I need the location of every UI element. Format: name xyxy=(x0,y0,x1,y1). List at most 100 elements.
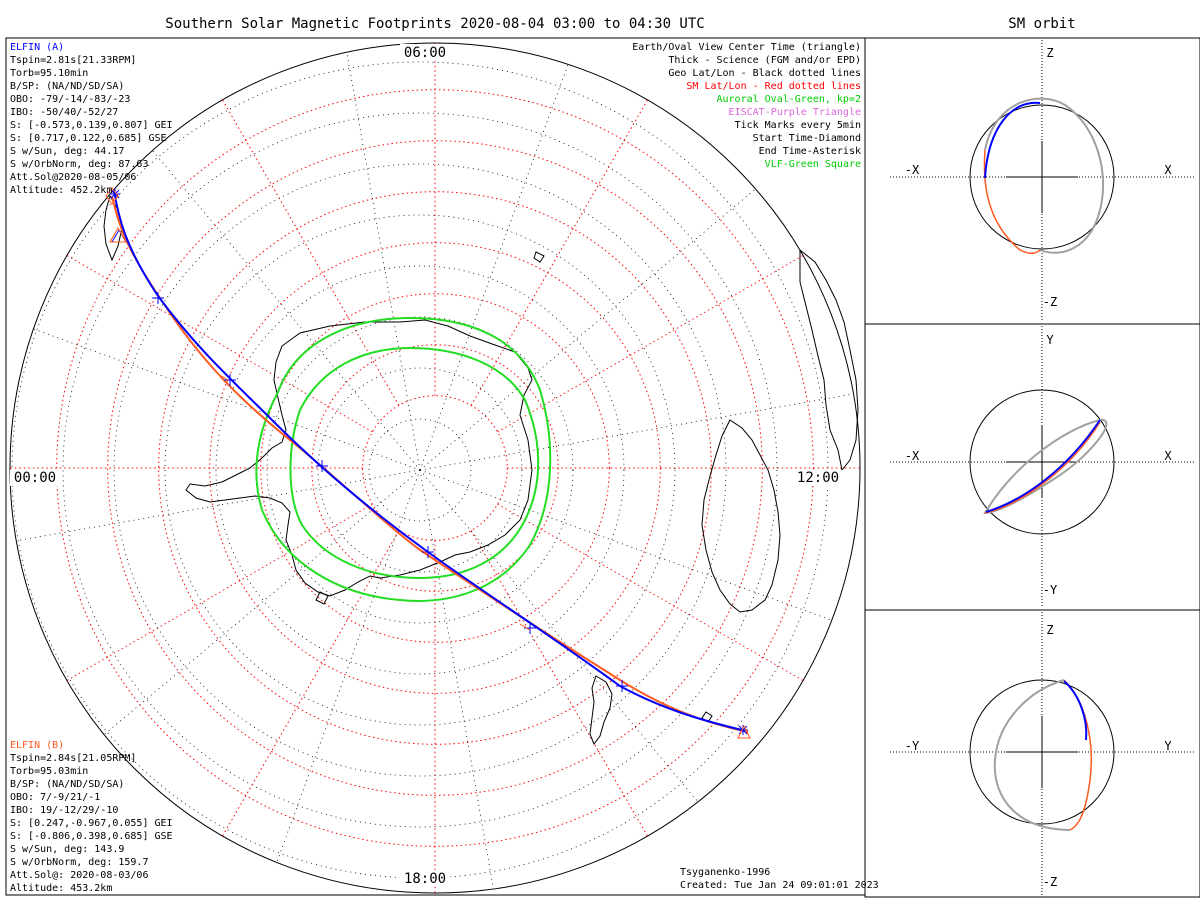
panel3-label-down: -Z xyxy=(1043,875,1057,889)
legend-item-6: Tick Marks every 5min xyxy=(735,120,861,131)
elfin-a-line-6: S: [-0.573,0.139,0.807] GEI xyxy=(10,120,173,131)
elfin-a-line-2: Torb=95.10min xyxy=(10,68,88,79)
elfin-a-line-10: Att.Sol@2020-08-05/06 xyxy=(10,172,136,183)
sm-orbit-panels: Z -Z -X X Y -Y -X X xyxy=(864,37,1200,898)
sm-panel-xy: Y -Y -X X xyxy=(890,326,1195,606)
sm-lon-line-1 xyxy=(497,503,804,681)
mlt-labels: 06:00 00:00 12:00 18:00 xyxy=(10,44,843,887)
panel2-orbit-b xyxy=(984,421,1101,514)
sm-lon-line-10 xyxy=(470,99,648,406)
panel3-orbit-a xyxy=(1063,680,1088,741)
elfin-b-markers xyxy=(105,187,751,739)
geo-lat-ring-3 xyxy=(215,265,625,675)
elfin-b-line-9: S w/OrbNorm, deg: 159.7 xyxy=(10,857,148,868)
mlt-label-top: 06:00 xyxy=(404,45,446,61)
legend-item-4: Auroral Oval-Green, kp=2 xyxy=(717,94,862,105)
legend: Earth/Oval View Center Time (triangle) T… xyxy=(632,42,861,170)
coast-south-america xyxy=(701,419,781,613)
elfin-b-line-8: S w/Sun, deg: 143.9 xyxy=(10,844,124,855)
mlt-label-right: 12:00 xyxy=(797,470,839,486)
sm-lat-ring-5 xyxy=(107,140,763,796)
legend-item-9: VLF-Green Square xyxy=(765,159,861,170)
panel2-label-down: -Y xyxy=(1043,583,1058,597)
elfin-a-line-3: B/SP: (NA/ND/SD/SA) xyxy=(10,81,124,92)
panel2-orbit-a xyxy=(985,419,1101,513)
legend-item-3: SM Lat/Lon - Red dotted lines xyxy=(686,81,861,92)
credits: Tsyganenko-1996 Created: Tue Jan 24 09:0… xyxy=(680,867,879,891)
map-boundary-circle xyxy=(9,42,861,894)
panel2-label-up: Y xyxy=(1046,333,1054,347)
panel3-earth-circle xyxy=(969,679,1115,825)
mlt-label-left: 00:00 xyxy=(14,470,56,486)
elfin-a-line-9: S w/OrbNorm, deg: 87.63 xyxy=(10,159,148,170)
panel3-label-right: Y xyxy=(1164,739,1172,753)
geo-lat-ring-2 xyxy=(266,316,574,624)
panel1-label-right: X xyxy=(1164,163,1172,177)
elfin-a-line-8: S w/Sun, deg: 44.17 xyxy=(10,146,124,157)
elfin-b-line-6: S: [0.247,-0.967,0.055] GEI xyxy=(10,818,173,829)
elfin-b-center-triangle xyxy=(109,226,127,243)
mlt-top-bg xyxy=(400,44,450,60)
elfin-a-line-0: ELFIN (A) xyxy=(10,42,64,53)
auroral-oval xyxy=(255,316,552,602)
elfin-a-start-asterisk xyxy=(110,189,120,199)
elfin-b-line-2: Torb=95.03min xyxy=(10,766,88,777)
elfin-a-line-11: Altitude: 452.2km xyxy=(10,185,112,196)
sm-lon-line-11 xyxy=(497,255,804,433)
tick-a-1 xyxy=(152,292,164,304)
elfin-a-line-5: IBO: -50/40/-52/27 xyxy=(10,107,118,118)
coast-africa-tip xyxy=(799,248,859,472)
geo-lat-ring-0 xyxy=(368,418,472,522)
credit-created: Created: Tue Jan 24 09:01:01 2023 xyxy=(680,880,879,891)
panel1-orbit-a xyxy=(984,101,1041,179)
mlt-bottom-bg xyxy=(400,870,450,886)
mlt-right-bg xyxy=(793,470,843,486)
panel1-label-left: -X xyxy=(905,163,920,177)
sm-panel-yz: Z -Z -Y Y xyxy=(890,612,1195,895)
elfin-a-line-1: Tspin=2.81s[21.33RPM] xyxy=(10,55,136,66)
sm-panel-xz: Z -Z -X X xyxy=(890,40,1195,320)
auroral-oval-outer xyxy=(255,316,552,602)
sm-orbit-title: SM orbit xyxy=(1008,16,1075,32)
legend-item-1: Thick - Science (FGM and/or EPD) xyxy=(668,55,861,66)
geo-lat-ring-6 xyxy=(62,112,778,828)
elfin-b-line-4: OBO: 7/-9/21/-1 xyxy=(10,792,100,803)
legend-item-7: Start Time-Diamond xyxy=(753,133,861,144)
elfin-a-info: ELFIN (A) Tspin=2.81s[21.33RPM] Torb=95.… xyxy=(10,42,173,196)
panel2-label-left: -X xyxy=(905,449,920,463)
geo-lat-ring-5 xyxy=(113,163,727,777)
panel3-orbit-gray xyxy=(993,679,1071,831)
sm-lon-line-5 xyxy=(66,503,373,681)
elfin-a-line-4: OBO: -79/-14/-83/-23 xyxy=(10,94,130,105)
elfin-b-line-1: Tspin=2.84s[21.05RPM] xyxy=(10,753,136,764)
panel3-label-up: Z xyxy=(1046,623,1053,637)
sm-lon-line-7 xyxy=(66,255,373,433)
coast-nz xyxy=(589,675,613,746)
panel1-orbit-b xyxy=(983,149,1041,255)
sm-lat-ring-2 xyxy=(260,293,610,643)
main-title: Southern Solar Magnetic Footprints 2020-… xyxy=(165,16,704,32)
elfin-a-end-asterisk xyxy=(738,725,748,735)
elfin-b-line-5: IBO: 19/-12/29/-10 xyxy=(10,805,118,816)
elfin-b-line-10: Att.Sol@: 2020-08-03/06 xyxy=(10,870,148,881)
tick-a-2 xyxy=(224,374,236,386)
elfin-b-line-11: Altitude: 453.2km xyxy=(10,883,112,894)
legend-item-0: Earth/Oval View Center Time (triangle) xyxy=(632,42,861,53)
panel3-label-left: -Y xyxy=(905,739,920,753)
tick-a-6 xyxy=(616,680,628,692)
sm-lon-line-2 xyxy=(470,530,648,837)
elfin-a-line-7: S: [0.717,0.122,0.685] GSE xyxy=(10,133,167,144)
elfin-b-tick-1 xyxy=(217,373,531,631)
sm-panel-frame-3 xyxy=(864,609,1200,898)
sm-lon-line-8 xyxy=(222,99,400,406)
auroral-oval-inner xyxy=(289,346,540,580)
panel2-earth-circle xyxy=(969,389,1115,535)
panel1-label-down: -Z xyxy=(1043,295,1057,309)
mlt-label-bottom: 18:00 xyxy=(404,871,446,887)
credit-model: Tsyganenko-1996 xyxy=(680,867,770,878)
panel1-earth-circle xyxy=(969,104,1115,250)
panel1-orbit-gray xyxy=(984,97,1104,254)
polar-map: 06:00 00:00 12:00 18:00 xyxy=(9,42,861,894)
tick-a-3 xyxy=(316,460,328,472)
